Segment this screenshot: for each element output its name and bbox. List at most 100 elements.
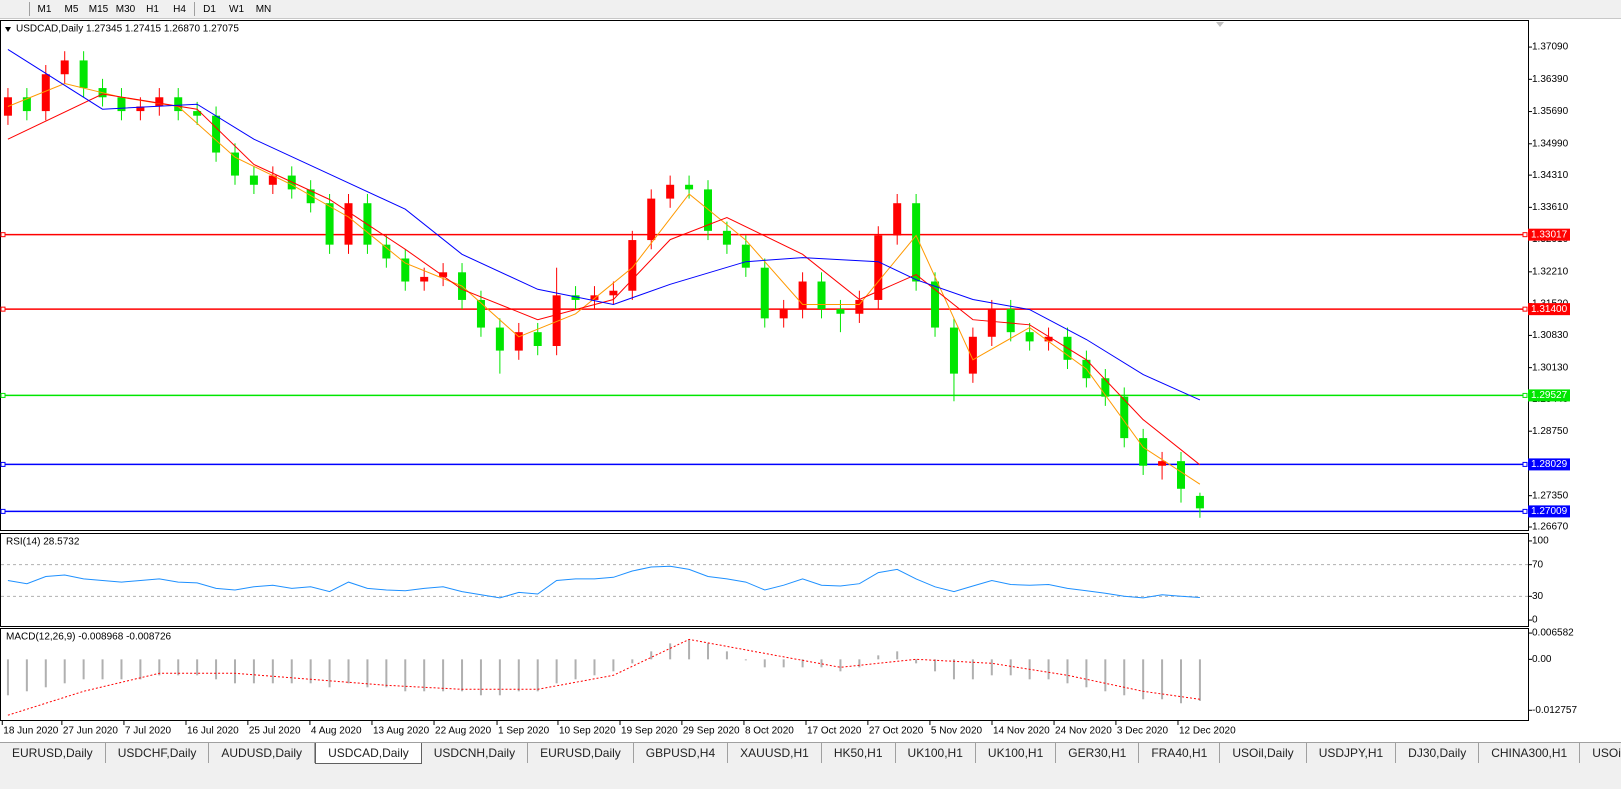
candle-body — [249, 175, 258, 185]
chart-tab[interactable]: USDCNH,Daily — [422, 743, 529, 763]
candle-body — [1025, 332, 1034, 342]
timeframe-button[interactable]: W1 — [229, 3, 244, 15]
x-tick-label: 3 Dec 2020 — [1117, 726, 1169, 737]
candle-body — [268, 175, 277, 185]
y-tick-label: 1.32210 — [1532, 266, 1569, 277]
moving-average — [7, 93, 1201, 466]
macd-signal — [7, 638, 1200, 716]
y-tick-label: 1.27350 — [1532, 490, 1569, 501]
level-handle — [1522, 232, 1528, 238]
macd-bar — [952, 659, 955, 680]
candle-body — [533, 332, 542, 346]
macd-bar — [1180, 659, 1183, 704]
chart-tab[interactable]: FRA40,H1 — [1139, 743, 1221, 763]
collapse-arrow[interactable] — [5, 27, 11, 32]
timeframe-button[interactable]: M15 — [88, 3, 109, 15]
chart-tab[interactable]: EURUSD,Daily — [0, 743, 106, 763]
y-tick-label: 1.37090 — [1532, 42, 1569, 53]
candle-body — [609, 290, 618, 296]
level-handle — [1522, 508, 1528, 514]
chart-tab[interactable]: GER30,H1 — [1056, 743, 1140, 763]
chart-tab[interactable]: USOil,Daily — [1220, 743, 1307, 763]
timeframe-button[interactable]: MN — [255, 3, 272, 15]
timeframe-button[interactable]: M5 — [64, 3, 79, 15]
y-tick-label: 1.30830 — [1532, 330, 1569, 341]
candle-body — [174, 97, 183, 112]
level-handle — [0, 508, 6, 514]
chart-tab[interactable]: HK50,H1 — [822, 743, 896, 763]
chart-tab[interactable]: UK100,H1 — [896, 743, 976, 763]
x-tick-label: 4 Aug 2020 — [311, 726, 362, 737]
chart-tab[interactable]: USDCAD,Daily — [315, 743, 422, 764]
chart-tab[interactable]: DJ30,Daily — [1396, 743, 1480, 763]
toolbar-separator — [29, 2, 30, 16]
level-handle — [1522, 461, 1528, 467]
timeframe-button[interactable]: H4 — [173, 3, 186, 15]
macd-bar — [271, 659, 274, 684]
y-tick-label: 1.33610 — [1532, 202, 1569, 213]
y-tick-label: 0 — [1532, 615, 1538, 626]
chart-tab[interactable]: GBPUSD,H4 — [634, 743, 729, 763]
macd-bar — [1085, 659, 1088, 688]
macd-frame — [0, 628, 1529, 721]
macd-bar — [82, 659, 85, 680]
macd-bar — [555, 659, 558, 684]
macd-bar — [461, 659, 464, 692]
chart-tab[interactable]: UK100,H1 — [976, 743, 1057, 763]
macd-bar — [6, 659, 9, 696]
chart-tab[interactable]: USDJPY,H1 — [1307, 743, 1397, 763]
level-handle — [0, 232, 6, 238]
level-handle — [0, 392, 6, 398]
macd-bar — [101, 659, 104, 680]
x-tick-label: 18 Jun 2020 — [3, 726, 58, 737]
candle-body — [439, 272, 448, 277]
level-label-box — [1528, 303, 1570, 316]
candle-body — [666, 184, 675, 199]
y-tick-label: 1.35690 — [1532, 106, 1569, 117]
x-tick-label: 27 Jun 2020 — [63, 726, 118, 737]
y-tick-label: -0.012757 — [1532, 705, 1577, 716]
candle-body — [382, 244, 391, 259]
chart-tab[interactable]: USDCHF,Daily — [106, 743, 210, 763]
x-tick-label: 10 Sep 2020 — [559, 726, 616, 737]
candle-body — [874, 235, 883, 300]
macd-bar — [1009, 659, 1012, 676]
macd-bar — [1161, 659, 1164, 700]
chart-tab[interactable]: EURUSD,Daily — [528, 743, 634, 763]
y-tick-label: 1.36390 — [1532, 74, 1569, 85]
candle-body — [628, 240, 637, 291]
candle-body — [1139, 438, 1148, 466]
rsi-line — [7, 565, 1200, 599]
chart-tab[interactable]: CHINA300,H1 — [1479, 743, 1581, 763]
macd-bar — [1047, 659, 1050, 680]
macd-bar — [971, 659, 974, 680]
candle-body — [968, 336, 977, 374]
macd-bar — [328, 659, 331, 688]
candle-body — [212, 115, 221, 153]
chart-tab[interactable]: USOil, — [1580, 743, 1621, 763]
candle-body — [306, 189, 315, 204]
timeframe-button[interactable]: M1 — [37, 3, 52, 15]
timeframe-button[interactable]: D1 — [203, 3, 216, 15]
macd-bar — [1066, 659, 1069, 684]
candle-body — [193, 111, 202, 116]
x-tick-label: 19 Sep 2020 — [621, 726, 678, 737]
candle-body — [60, 60, 69, 75]
x-tick-label: 14 Nov 2020 — [993, 726, 1050, 737]
candle-body — [685, 184, 694, 190]
indicator-title: RSI(14) 28.5732 — [6, 537, 80, 548]
candle-body — [1195, 495, 1204, 509]
timeframe-button[interactable]: M30 — [115, 3, 136, 15]
candle-body — [703, 189, 712, 231]
chart-window: USDCAD,Daily 1.27345 1.27415 1.26870 1.2… — [0, 0, 1621, 742]
chart-tab[interactable]: AUDUSD,Daily — [209, 743, 316, 763]
macd-bar — [896, 651, 899, 660]
timeframe-button[interactable]: H1 — [146, 3, 159, 15]
candle-body — [760, 267, 769, 319]
candle-body — [344, 203, 353, 245]
candle-body — [931, 281, 940, 328]
moving-average — [7, 82, 1201, 485]
chart-tab[interactable]: XAUUSD,H1 — [728, 743, 822, 763]
x-tick-label: 5 Nov 2020 — [931, 726, 983, 737]
y-tick-label: 70 — [1532, 559, 1544, 570]
